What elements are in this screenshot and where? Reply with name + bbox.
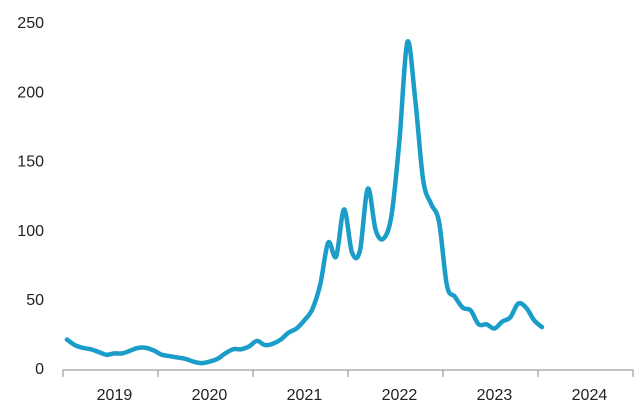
x-tick-label: 2024 — [572, 387, 608, 404]
y-tick-label: 100 — [17, 223, 44, 240]
x-tick-label: 2021 — [287, 387, 323, 404]
x-tick-label: 2023 — [477, 387, 513, 404]
y-tick-label: 200 — [17, 84, 44, 101]
x-tick-label: 2022 — [382, 387, 418, 404]
y-tick-label: 150 — [17, 154, 44, 171]
data-line — [64, 39, 545, 366]
y-tick-label: 50 — [26, 292, 44, 309]
x-tick-label: 2019 — [97, 387, 133, 404]
y-tick-label: 250 — [17, 15, 44, 32]
y-tick-label: 0 — [35, 361, 44, 378]
x-tick-label: 2020 — [192, 387, 228, 404]
